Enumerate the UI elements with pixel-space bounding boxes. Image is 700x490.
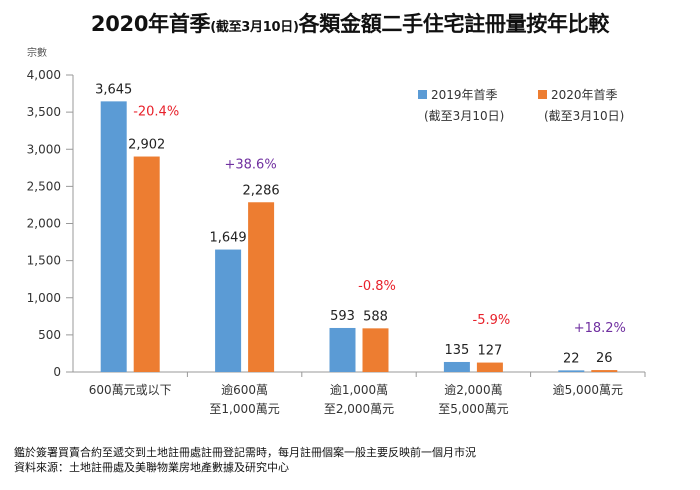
data-label-2020: 2,902 (128, 138, 165, 153)
change-label: -5.9% (473, 313, 511, 328)
footnote-line-1: 鑑於簽署買賣合約至遞交到土地註冊處註冊登記需時，每月註冊個案一般主要反映前一個月… (14, 446, 476, 459)
data-label-2019: 135 (444, 343, 469, 358)
data-label-2020: 26 (596, 351, 613, 366)
legend-label-2019: 2019年首季 (431, 88, 498, 102)
legend-swatch-2019 (418, 90, 427, 99)
legend-sublabel-2019: (截至3月10日) (424, 109, 504, 123)
x-tick-label-line2: 至1,000萬元 (209, 402, 279, 416)
bar-2020 (133, 156, 160, 372)
bar-chart: 宗數 0 500 1,000 1,500 2,000 2,500 3,000 3,500 4,00… (27, 46, 646, 416)
x-tick-label-line2: 至5,000萬元 (438, 402, 508, 416)
y-tick-label: 1,500 (27, 254, 61, 268)
y-tick-label: 0 (53, 365, 61, 379)
y-tick-label: 3,000 (27, 142, 61, 156)
data-label-2020: 2,286 (242, 183, 279, 198)
footnote-source: 資料來源：土地註冊處及美聯物業房地產數據及研究中心 (14, 461, 289, 474)
legend-label-2020: 2020年首季 (551, 88, 618, 102)
y-axis-label: 宗數 (27, 46, 47, 59)
data-label-2019: 22 (563, 351, 580, 366)
title-main-pre: 2020年首季 (90, 12, 211, 36)
change-label: -20.4% (133, 104, 179, 119)
chart-title: 2020年首季(截至3月10日)各類金額二手住宅註冊量按年比較 (0, 8, 700, 38)
x-tick-label: 逾2,000萬 (444, 382, 502, 397)
x-tick-label: 逾600萬 (221, 382, 268, 397)
y-tick-label: 4,000 (27, 68, 61, 82)
data-label-2019: 3,645 (95, 82, 132, 97)
change-label: -0.8% (358, 279, 396, 294)
bar-2019 (558, 370, 585, 372)
data-label-2019: 593 (330, 309, 355, 324)
change-label: +38.6% (224, 157, 276, 172)
x-tick-label: 逾1,000萬 (330, 382, 388, 397)
bar-2020 (476, 362, 503, 372)
bar-2019 (100, 101, 127, 372)
data-label-2020: 588 (363, 309, 388, 324)
bar-2019 (329, 327, 356, 372)
title-main-post: 各類金額二手住宅註冊量按年比較 (298, 12, 610, 36)
title-sub: (截至3月10日) (210, 20, 299, 35)
bar-2019 (215, 249, 242, 372)
data-label-2019: 1,649 (209, 231, 246, 246)
legend-swatch-2020 (538, 90, 547, 99)
x-tick-label-line2: 至2,000萬元 (324, 402, 394, 416)
bar-2020 (248, 202, 275, 372)
y-tick-label: 1,000 (27, 291, 61, 305)
x-tick-label: 600萬元或以下 (89, 383, 172, 397)
bar-2020 (362, 328, 389, 372)
y-tick-label: 3,500 (27, 105, 61, 119)
bar-2020 (591, 370, 618, 372)
bar-2019 (443, 361, 470, 372)
y-tick-label: 2,000 (27, 217, 61, 231)
x-tick-label: 逾5,000萬元 (553, 382, 623, 397)
change-label: +18.2% (574, 321, 626, 336)
y-tick-label: 2,500 (27, 179, 61, 193)
data-label-2020: 127 (477, 344, 502, 359)
legend-sublabel-2020: (截至3月10日) (544, 109, 624, 123)
y-tick-label: 500 (38, 328, 61, 342)
